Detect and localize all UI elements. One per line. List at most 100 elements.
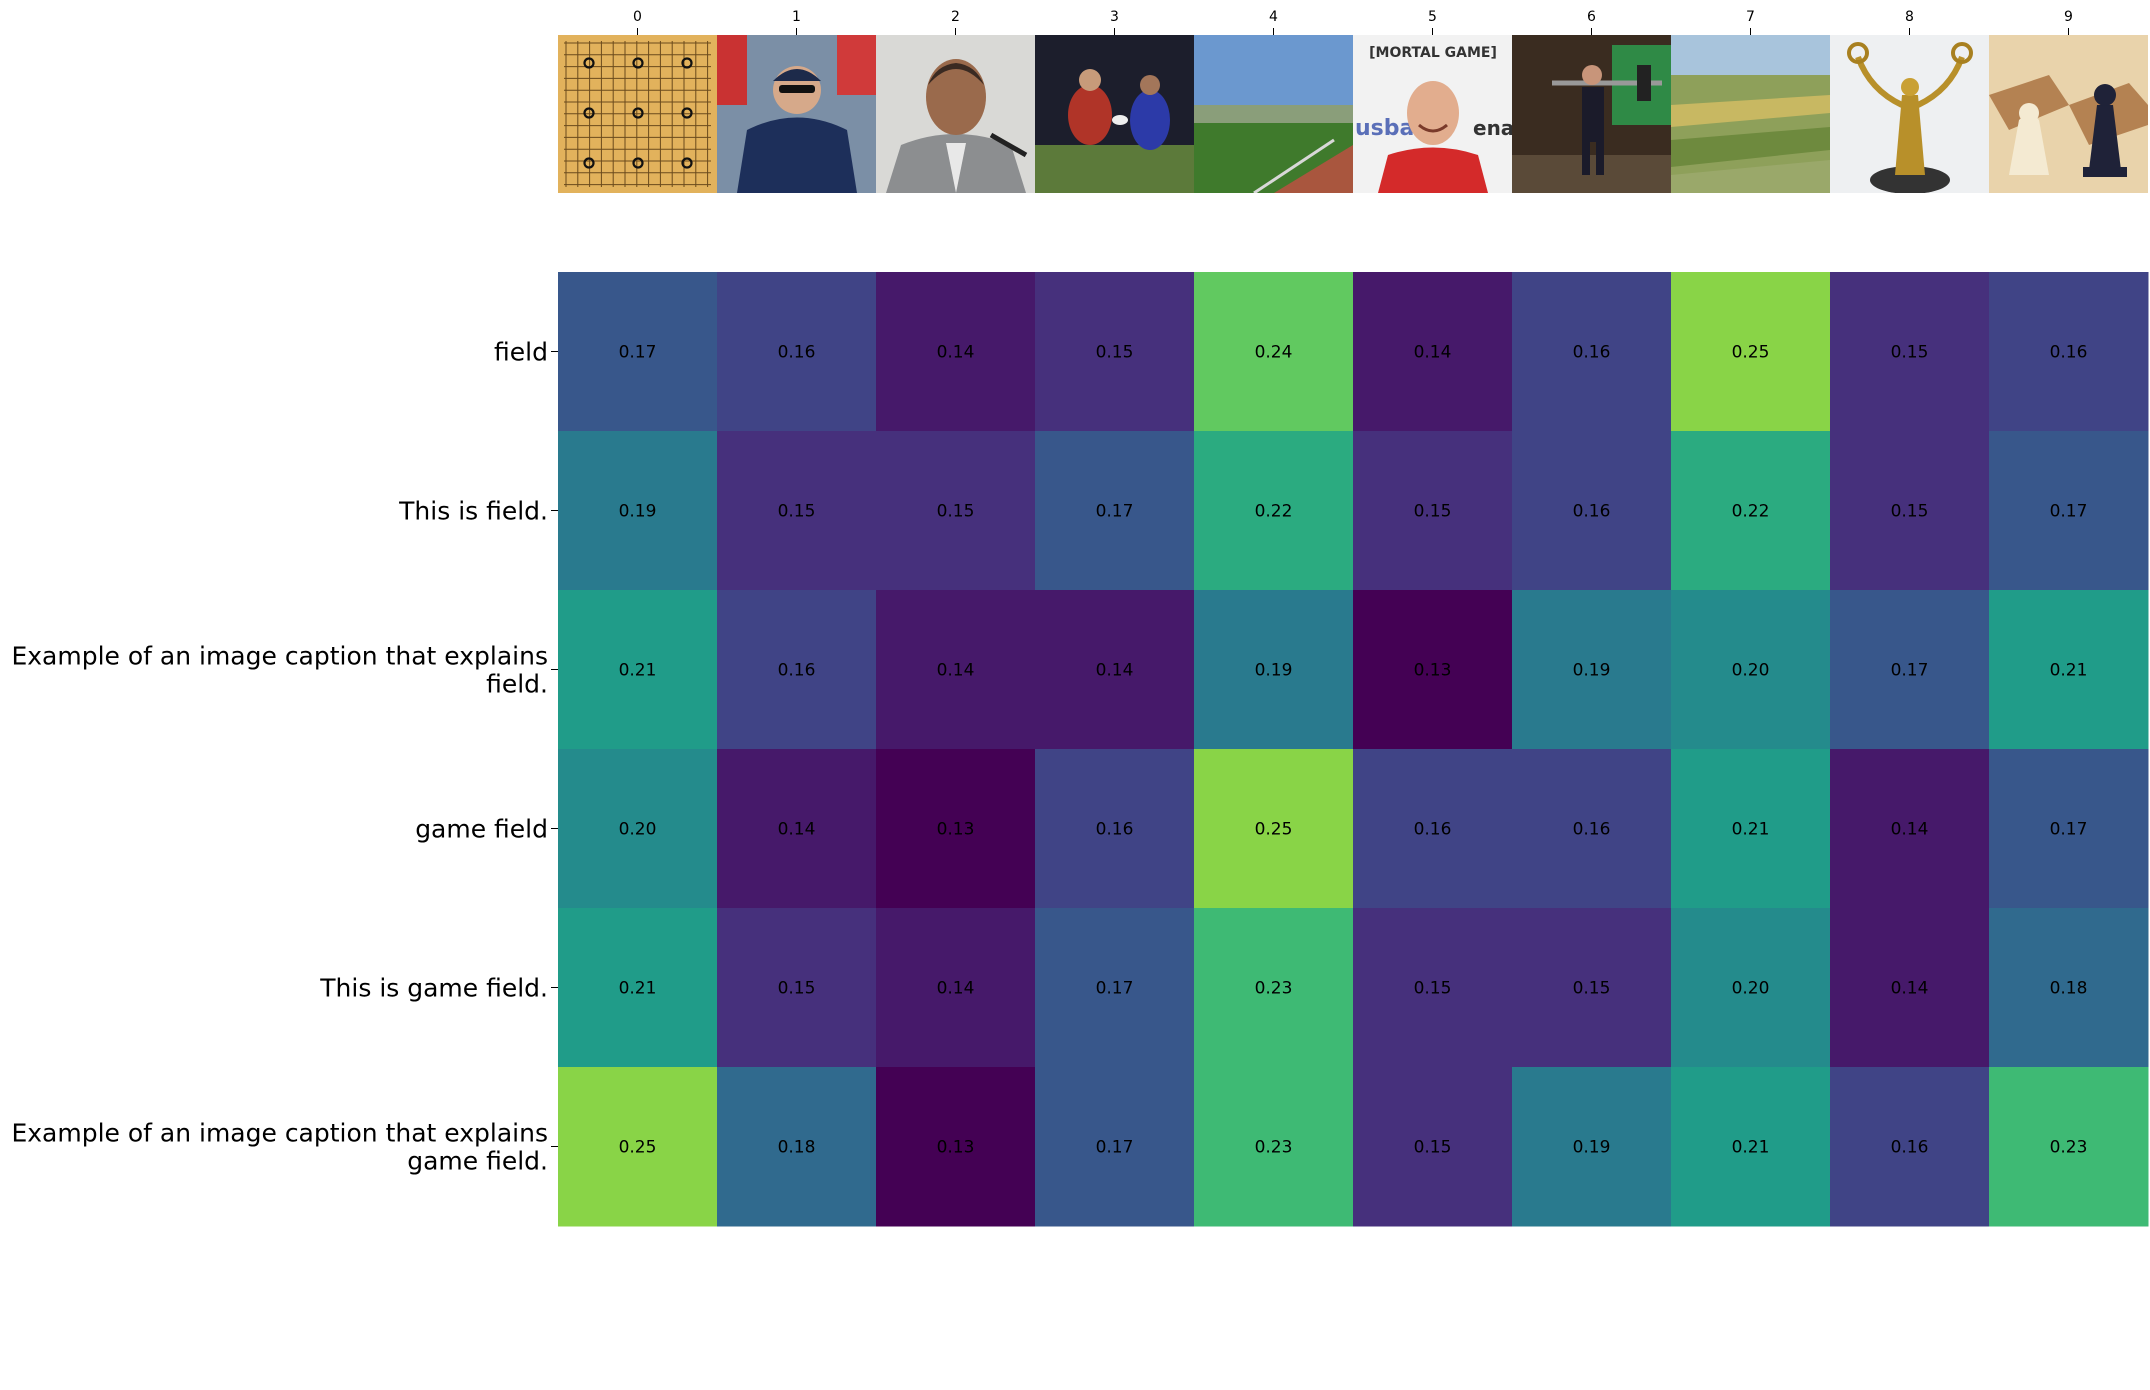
cell-value-label: 0.23: [2050, 1138, 2088, 1158]
cell-value-label: 0.16: [1414, 820, 1452, 840]
heatmap-cell: [1035, 908, 1195, 1068]
cell-value-label: 0.13: [937, 820, 975, 840]
y-axis-label: This is field.: [398, 497, 548, 526]
y-axis-label: game field: [415, 815, 548, 844]
cell-value-label: 0.17: [2050, 820, 2088, 840]
heatmap-cell: [1671, 590, 1831, 750]
y-axis-label: field.: [486, 670, 548, 699]
x-tick-label: 9: [2064, 9, 2073, 25]
heatmap-cell: [876, 908, 1036, 1068]
cell-value-label: 0.16: [1573, 343, 1611, 363]
cell-value-label: 0.21: [1732, 1138, 1770, 1158]
cell-value-label: 0.14: [937, 343, 975, 363]
heatmap-cell: [1353, 590, 1513, 750]
cell-value-label: 0.14: [937, 979, 975, 999]
cell-value-label: 0.17: [2050, 502, 2088, 522]
y-axis-label: This is game field.: [319, 974, 548, 1003]
cell-value-label: 0.14: [778, 820, 816, 840]
cell-value-label: 0.16: [1891, 1138, 1929, 1158]
heatmap-cell: [876, 749, 1036, 909]
rugby-players-image: [1035, 35, 1194, 193]
cell-value-label: 0.14: [1891, 979, 1929, 999]
image-thumbnails: [MORTAL GAME]usban ena: [558, 35, 2148, 193]
cell-value-label: 0.15: [1891, 343, 1929, 363]
heatmap-cell: [1989, 749, 2149, 909]
heatmap-cell: [1989, 590, 2149, 750]
sports-stadium-image: [1194, 35, 1353, 193]
heatmap-cell: [558, 1067, 718, 1227]
y-axis-label: field: [494, 338, 548, 367]
cell-value-label: 0.18: [778, 1138, 816, 1158]
heatmap-cell: [1512, 272, 1672, 432]
cell-value-label: 0.22: [1255, 502, 1293, 522]
x-tick-label: 0: [633, 9, 642, 25]
heatmap-cell: [1194, 272, 1354, 432]
x-tick-label: 8: [1905, 9, 1914, 25]
x-tick-label: 6: [1587, 9, 1596, 25]
cell-value-label: 0.25: [1732, 343, 1770, 363]
x-tick-label: 1: [792, 9, 801, 25]
golden-statue-image: [1830, 35, 1989, 193]
heatmap-cell: [1830, 431, 1990, 591]
farmland-fields-image: [1671, 35, 1830, 193]
y-axis-labels: field This is field. Example of an image c…: [11, 338, 558, 1176]
x-tick-label: 2: [951, 9, 960, 25]
heatmap-cell: [1830, 1067, 1990, 1227]
heatmap-cell: [1035, 749, 1195, 909]
x-tick-label: 4: [1269, 9, 1278, 25]
heatmap-cell: [876, 272, 1036, 432]
heatmap-cell: [876, 1067, 1036, 1227]
cell-value-label: 0.19: [619, 502, 657, 522]
cell-value-label: 0.17: [1891, 661, 1929, 681]
x-tick-label: 7: [1746, 9, 1755, 25]
heatmap-cell: [558, 272, 718, 432]
heatmap-cell: [717, 431, 877, 591]
heatmap-cell: [1989, 1067, 2149, 1227]
cell-value-label: 0.22: [1732, 502, 1770, 522]
svg-text:ena: ena: [1473, 116, 1514, 140]
heatmap-cell: [1512, 908, 1672, 1068]
cell-value-label: 0.17: [619, 343, 657, 363]
cell-value-label: 0.24: [1255, 343, 1293, 363]
cell-value-label: 0.13: [937, 1138, 975, 1158]
cell-value-label: 0.15: [937, 502, 975, 522]
cell-value-label: 0.25: [619, 1138, 657, 1158]
heatmap-cell: [1989, 908, 2149, 1068]
heatmap-cell: [717, 590, 877, 750]
cell-value-label: 0.20: [1732, 979, 1770, 999]
heatmap-cell: [1512, 1067, 1672, 1227]
cell-value-label: 0.16: [1096, 820, 1134, 840]
cell-value-label: 0.21: [2050, 661, 2088, 681]
cell-value-label: 0.23: [1255, 979, 1293, 999]
heatmap-cell: [717, 908, 877, 1068]
smiling-man-at-arena-image: [MORTAL GAME]usban ena: [1353, 35, 1514, 193]
cell-value-label: 0.15: [1414, 1138, 1452, 1158]
cell-value-label: 0.13: [1414, 661, 1452, 681]
heatmap-cell: [717, 1067, 877, 1227]
x-axis-ticks: 0 1 2 3 4 5 6 7 8 9: [633, 9, 2073, 35]
heatmap-cell: [1035, 1067, 1195, 1227]
heatmap-cell: [1194, 431, 1354, 591]
cell-value-label: 0.14: [1096, 661, 1134, 681]
chess-pieces-image: [1989, 35, 2148, 193]
heatmap-cell: [1353, 908, 1513, 1068]
cell-value-label: 0.15: [778, 502, 816, 522]
heatmap-cell: [1512, 749, 1672, 909]
heatmap-cell: [1671, 272, 1831, 432]
cell-value-label: 0.17: [1096, 979, 1134, 999]
heatmap-cell: [717, 749, 877, 909]
heatmap-cell: [1353, 1067, 1513, 1227]
x-tick-label: 3: [1110, 9, 1119, 25]
cell-value-label: 0.20: [619, 820, 657, 840]
baseball-fan-image: [717, 35, 876, 193]
cell-value-label: 0.14: [1414, 343, 1452, 363]
heatmap-cell: [1035, 431, 1195, 591]
heatmap-cell: [1830, 272, 1990, 432]
heatmap-cell: [1830, 908, 1990, 1068]
heatmap-cell: [1512, 590, 1672, 750]
go-board-image: [558, 35, 717, 193]
heatmap-cell: [717, 272, 877, 432]
heatmap-cell: [1830, 590, 1990, 750]
cell-value-label: 0.16: [778, 343, 816, 363]
